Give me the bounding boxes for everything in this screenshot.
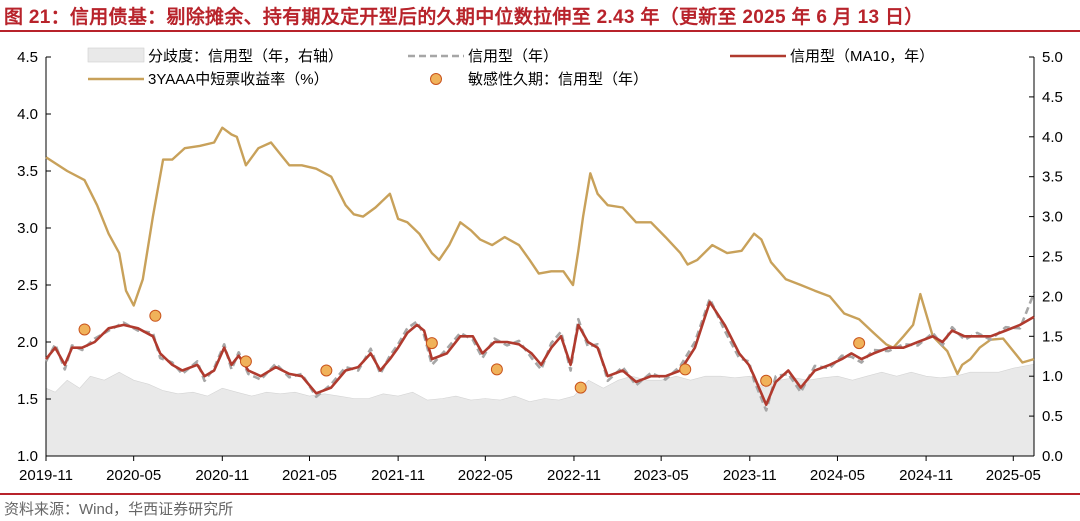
series-dispersion-area <box>45 363 1035 457</box>
chart-title: 图 21：信用债基：剔除摊余、持有期及定开型后的久期中位数拉伸至 2.43 年（… <box>4 7 924 28</box>
series-credit-ma10-line <box>44 300 1035 406</box>
right-tick-label: 5.0 <box>1042 49 1063 66</box>
sensitivity-duration-marker <box>78 323 91 336</box>
legend-label: 3YAAA中短票收益率（%） <box>148 71 329 88</box>
legend-swatch-area <box>87 47 145 63</box>
x-tick-label: 2025-05 <box>986 467 1041 484</box>
left-tick-label: 4.5 <box>17 49 38 66</box>
sensitivity-duration-marker <box>149 309 162 322</box>
sensitivity-duration-marker <box>760 374 773 387</box>
x-tick-label: 2023-05 <box>634 467 689 484</box>
series-yield-line <box>45 126 1035 376</box>
source-divider <box>0 493 1080 495</box>
x-tick-label: 2022-11 <box>547 467 601 484</box>
x-tick-label: 2020-05 <box>106 467 161 484</box>
left-tick-label: 2.5 <box>17 277 38 294</box>
sensitivity-duration-marker <box>320 364 333 377</box>
right-tick-label: 1.0 <box>1042 368 1063 385</box>
legend: 分歧度：信用型（年，右轴） 信用型（年） 信用型（MA10，年） 3YAAA中短票收益… <box>87 47 934 88</box>
left-tick-label: 3.0 <box>17 220 38 237</box>
source-note: 资料来源：Wind，华西证券研究所 <box>4 501 234 518</box>
legend-label: 信用型（年） <box>468 48 558 65</box>
marker-layer <box>78 309 866 394</box>
right-tick-label: 2.5 <box>1042 249 1063 266</box>
legend-label: 分歧度：信用型（年，右轴） <box>148 48 343 65</box>
sensitivity-duration-marker <box>425 337 438 350</box>
x-tick-label: 2022-05 <box>458 467 513 484</box>
title-divider <box>0 30 1080 32</box>
right-tick-label: 3.0 <box>1042 209 1063 226</box>
sensitivity-duration-marker <box>490 363 503 376</box>
sensitivity-duration-marker <box>239 355 252 368</box>
series-layer <box>44 126 1036 412</box>
right-tick-label: 3.5 <box>1042 169 1063 186</box>
x-tick-label: 2021-11 <box>371 467 425 484</box>
left-tick-label: 1.0 <box>17 448 38 465</box>
right-tick-label: 4.5 <box>1042 89 1063 106</box>
right-tick-label: 2.0 <box>1042 288 1063 305</box>
dispersion-area-layer <box>45 363 1035 457</box>
left-tick-label: 2.0 <box>17 334 38 351</box>
left-tick-label: 4.0 <box>17 106 38 123</box>
x-tick-label: 2023-11 <box>723 467 777 484</box>
x-tick-label: 2021-05 <box>282 467 337 484</box>
x-tick-label: 2019-11 <box>19 467 73 484</box>
right-tick-label: 0.0 <box>1042 448 1063 465</box>
x-tick-label: 2024-11 <box>899 467 953 484</box>
sensitivity-duration-marker <box>679 363 692 376</box>
legend-label: 敏感性久期：信用型（年） <box>468 71 648 88</box>
left-tick-label: 1.5 <box>17 391 38 408</box>
right-tick-label: 1.5 <box>1042 328 1063 345</box>
sensitivity-duration-marker <box>574 381 587 394</box>
legend-label: 信用型（MA10，年） <box>790 48 934 65</box>
sensitivity-duration-marker <box>853 337 866 350</box>
right-tick-label: 4.0 <box>1042 129 1063 146</box>
x-tick-label: 2020-11 <box>195 467 249 484</box>
legend-swatch-marker <box>430 73 442 85</box>
axes-layer: 1.0 1.5 2.0 2.5 3.0 3.5 4.0 4.5 0.0 0.5 1.0 1.5 2.0 2… <box>17 49 1063 484</box>
right-tick-label: 0.5 <box>1042 408 1063 425</box>
left-tick-label: 3.5 <box>17 163 38 180</box>
x-tick-label: 2024-05 <box>810 467 865 484</box>
